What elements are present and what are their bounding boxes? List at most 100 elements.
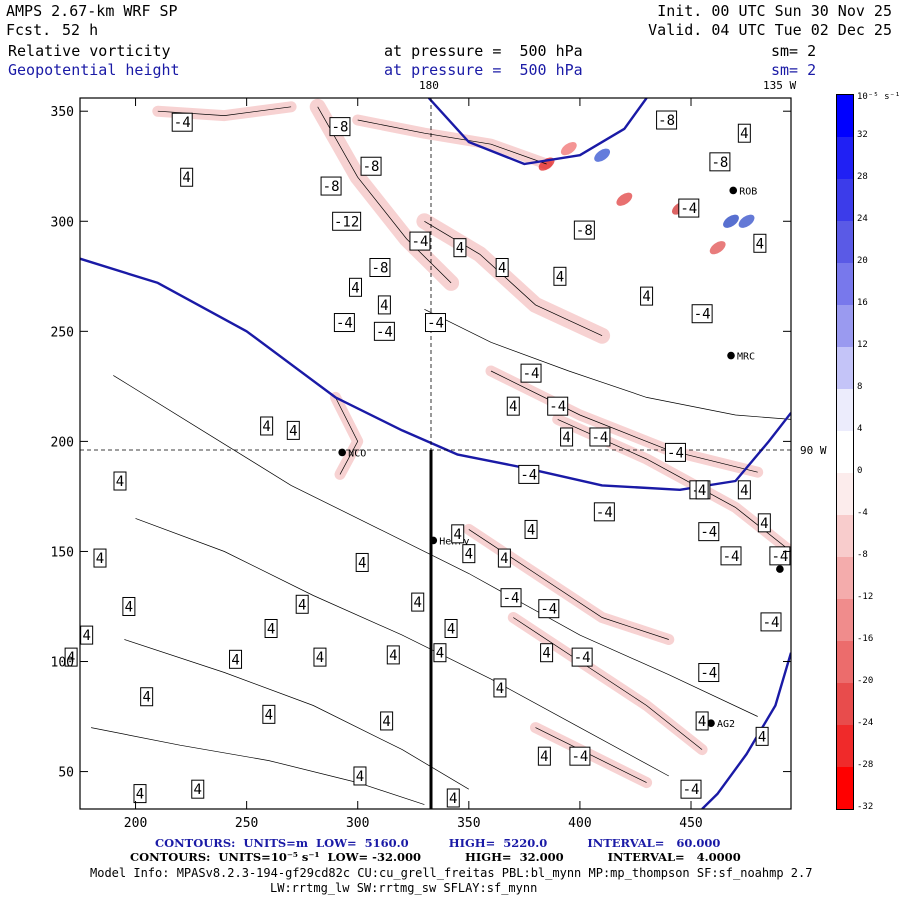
- svg-text:4: 4: [556, 269, 564, 285]
- svg-text:4: 4: [449, 791, 457, 807]
- colorbar-swatch: [837, 431, 853, 473]
- svg-text:-4: -4: [763, 615, 780, 631]
- contour-label: 4: [113, 471, 127, 491]
- svg-text:4: 4: [116, 474, 124, 490]
- svg-text:-8: -8: [372, 260, 389, 276]
- svg-text:-4: -4: [540, 602, 557, 618]
- svg-text:4: 4: [562, 430, 570, 446]
- contour-label: 4: [355, 552, 369, 572]
- station-label: AG2: [717, 719, 735, 730]
- colorbar-tick-label: 20: [857, 256, 868, 266]
- svg-text:-4: -4: [427, 316, 444, 332]
- svg-text:4: 4: [231, 652, 239, 668]
- contour-label: 4: [295, 594, 309, 614]
- svg-text:4: 4: [82, 628, 90, 644]
- field2-name: Geopotential height: [8, 61, 180, 79]
- model-title: AMPS 2.67-km WRF SP: [6, 2, 178, 20]
- svg-text:4: 4: [142, 690, 150, 706]
- svg-text:4: 4: [351, 280, 359, 296]
- contour-label: 4: [540, 643, 554, 663]
- contour-label: -4: [171, 112, 193, 132]
- contour-label: 4: [433, 643, 447, 663]
- contour-label: 4: [453, 238, 467, 258]
- svg-text:4: 4: [500, 551, 508, 567]
- svg-text:4: 4: [389, 648, 397, 664]
- contour-label: 4: [313, 647, 327, 667]
- svg-text:4: 4: [316, 650, 324, 666]
- vorticity-core: [738, 214, 755, 228]
- x-tick-label: 400: [568, 816, 591, 831]
- svg-text:4: 4: [756, 236, 764, 252]
- svg-text:-4: -4: [174, 115, 191, 131]
- vorticity-core: [709, 241, 726, 255]
- contour-label: 4: [497, 548, 511, 568]
- colorbar-swatch: [837, 515, 853, 557]
- contour-label: -4: [333, 313, 355, 333]
- y-tick-label: 250: [51, 325, 74, 340]
- contour-label: 4: [506, 396, 520, 416]
- meridian-135w-label: 135 W: [763, 79, 797, 92]
- contour-label: -4: [571, 647, 593, 667]
- contour-label: 4: [753, 233, 767, 253]
- y-tick-label: 50: [58, 766, 74, 781]
- plot-frame: [79, 97, 792, 810]
- contour-label: 4: [286, 420, 300, 440]
- forecast-label: Fcst.: [6, 21, 52, 39]
- station-marker: AG2: [707, 719, 735, 730]
- svg-text:-4: -4: [683, 782, 700, 798]
- station-label: MRC: [737, 352, 755, 363]
- colorbar-tick-label: 32: [857, 130, 868, 140]
- contour-label: 4: [122, 596, 136, 616]
- contour-label: -8: [573, 220, 595, 240]
- colorbar-swatch: [837, 95, 853, 137]
- colorbar-swatch: [837, 641, 853, 683]
- svg-text:4: 4: [356, 769, 364, 785]
- colorbar-tick-label: -8: [857, 550, 868, 560]
- colorbar-swatch: [837, 683, 853, 725]
- colorbar-tick-label: 4: [857, 424, 863, 434]
- svg-text:-4: -4: [680, 201, 697, 217]
- vorticity-core: [594, 148, 611, 162]
- svg-text:-4: -4: [771, 549, 788, 565]
- vorticity-contour: [535, 727, 647, 783]
- svg-text:4: 4: [698, 714, 706, 730]
- svg-text:-4: -4: [523, 366, 540, 382]
- svg-text:-8: -8: [332, 120, 349, 136]
- contour-label: 4: [349, 277, 363, 297]
- field1-level: at pressure = 500 hPa: [384, 42, 583, 60]
- footer-model-info: Model Info: MPASv8.2.3-194-gf29cd82c CU:…: [90, 866, 813, 880]
- svg-text:-4: -4: [596, 505, 613, 521]
- y-tick-label: 150: [51, 545, 74, 560]
- contour-label: 4: [737, 123, 751, 143]
- svg-text:4: 4: [267, 621, 275, 637]
- station-label: NCO: [348, 448, 366, 459]
- y-tick-label: 200: [51, 435, 74, 450]
- contour-label: -4: [664, 442, 686, 462]
- contour-label: 4: [524, 519, 538, 539]
- colorbar: [836, 94, 854, 810]
- svg-text:4: 4: [182, 170, 190, 186]
- negative-vorticity-band: [485, 365, 764, 478]
- svg-text:4: 4: [498, 260, 506, 276]
- contour-label: 4: [229, 649, 243, 669]
- field2-smoothing: sm= 2: [771, 61, 817, 79]
- svg-text:-4: -4: [336, 316, 353, 332]
- svg-text:4: 4: [698, 483, 706, 499]
- svg-text:-4: -4: [591, 430, 608, 446]
- contour-label: 4: [695, 711, 709, 731]
- x-tick-label: 450: [679, 816, 702, 831]
- contour-label: -8: [656, 110, 678, 130]
- contour-label: -4: [678, 198, 700, 218]
- svg-text:-8: -8: [363, 159, 380, 175]
- contour-label: -4: [691, 304, 713, 324]
- svg-text:4: 4: [540, 749, 548, 765]
- contour-label: 4: [755, 726, 769, 746]
- contour-label: -4: [518, 464, 540, 484]
- vorticity-contour: [135, 518, 669, 777]
- contour-label: -4: [425, 313, 446, 333]
- svg-text:4: 4: [496, 681, 504, 697]
- svg-text:-4: -4: [723, 549, 740, 565]
- contour-label: 4: [140, 687, 154, 707]
- svg-text:-8: -8: [711, 155, 728, 171]
- station-label: ROB: [739, 186, 757, 197]
